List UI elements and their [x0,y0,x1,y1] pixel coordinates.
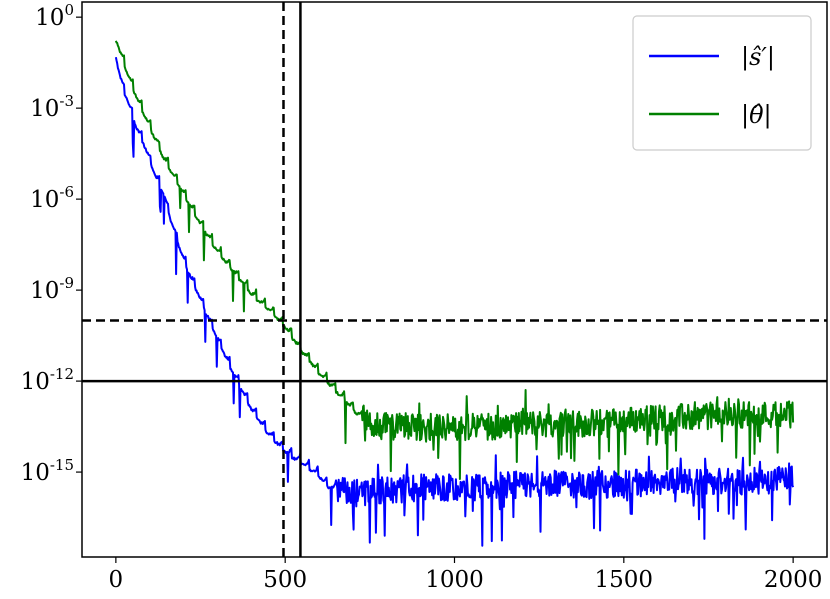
x-tick-label: 2000 [764,567,823,593]
x-tick-label: 0 [109,567,124,593]
legend-box [632,15,812,151]
y-tick-label: 10-9 [30,274,74,304]
axis-ticks: 0 500 1000 1500 2000 100 10-3 10-6 10-9 10-12 10-1… [21,1,823,593]
series-line-1 [114,40,795,480]
y-tick-label: 10-6 [30,183,74,213]
x-tick-label: 1000 [425,567,484,593]
y-tick-label: 10-12 [21,365,74,395]
y-tick-label: 100 [35,1,74,31]
legend-label: |ŝ′| [741,43,775,72]
x-tick-label: 1500 [595,567,654,593]
y-tick-label: 10-3 [30,92,74,122]
series-line-0 [114,57,795,547]
y-tick-label: 10-15 [21,456,74,486]
x-tick-label: 500 [263,567,307,593]
series-layer [114,40,795,547]
reference-lines [82,2,827,557]
legend: |ŝ′| |θ̂| [632,15,812,151]
legend-label: |θ̂| [741,101,772,130]
